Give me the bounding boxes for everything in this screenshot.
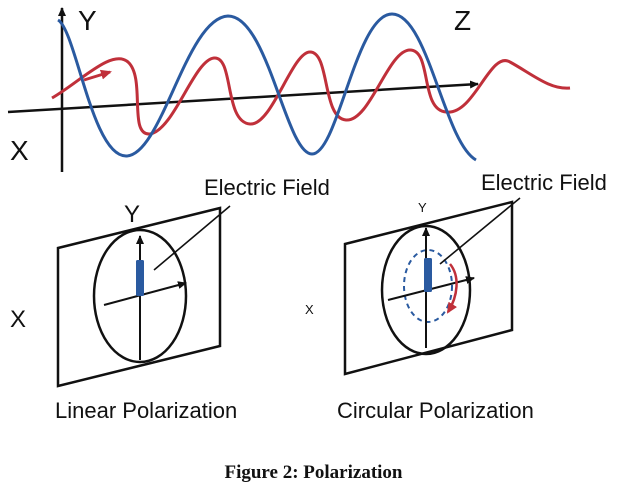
circular-dashed-path — [403, 249, 453, 323]
wave-x-label: X — [10, 135, 29, 166]
linear-y-label: Y — [124, 201, 140, 228]
linear-field-label: Electric Field — [204, 175, 330, 200]
linear-x-label: X — [10, 306, 26, 333]
wave-diagram: Y Z X — [7, 5, 571, 172]
circular-ellipse — [380, 224, 472, 356]
circular-y-label: Y — [418, 200, 427, 215]
wave-y-label: Y — [78, 5, 97, 36]
circular-x-label: X — [305, 302, 314, 317]
wave-z-label: Z — [454, 5, 471, 36]
wave-z-axis — [7, 80, 479, 114]
circular-field-vector — [424, 258, 432, 292]
red-wave-arrow — [83, 69, 112, 82]
circular-polarization-diagram: Y X Electric Field Circular Polarization — [305, 170, 607, 423]
linear-field-pointer — [153, 205, 231, 271]
linear-title: Linear Polarization — [55, 398, 237, 423]
linear-ellipse — [92, 228, 188, 364]
circular-rotation-arrow — [446, 263, 458, 314]
circular-title: Circular Polarization — [337, 398, 534, 423]
linear-polarization-diagram: Y X Electric Field Linear Polarization — [10, 175, 330, 423]
circular-field-label: Electric Field — [481, 170, 607, 195]
linear-x-axis — [103, 281, 187, 306]
blue-field-wave — [56, 12, 477, 162]
linear-field-vector — [136, 260, 144, 296]
circular-field-pointer — [439, 197, 521, 265]
red-field-wave — [51, 48, 571, 136]
figure-caption: Figure 2: Polarization — [224, 462, 403, 483]
